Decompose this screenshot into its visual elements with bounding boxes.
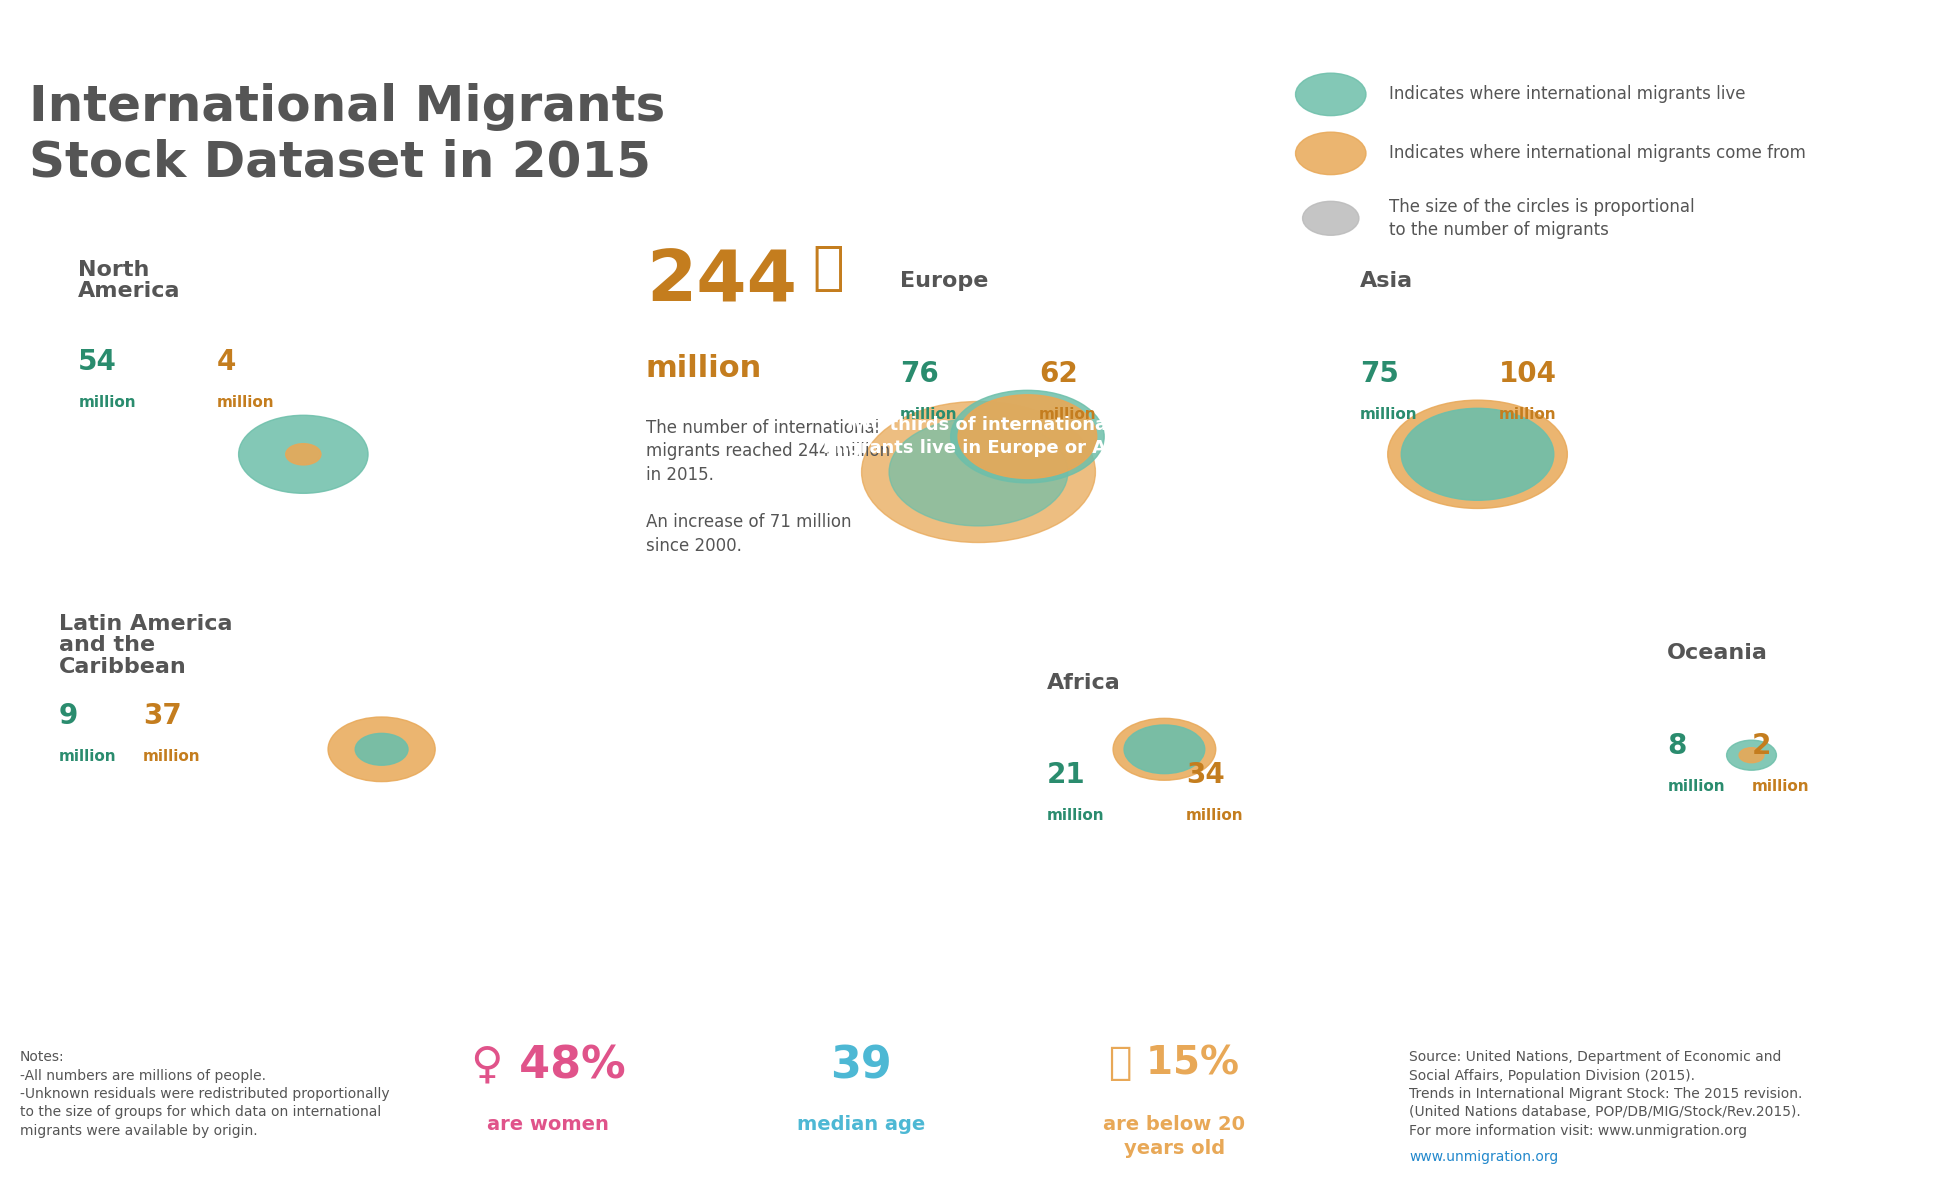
Text: The number of international
migrants reached 244 million
in 2015.: The number of international migrants rea… [646,419,890,484]
Text: ♀ 48%: ♀ 48% [470,1044,626,1087]
Circle shape [329,717,434,781]
Text: are women: are women [487,1115,609,1134]
Circle shape [1303,202,1358,235]
Text: million: million [1499,407,1556,422]
Text: North
America: North America [78,260,180,301]
Text: 8: 8 [1667,732,1687,760]
Circle shape [239,415,368,493]
Text: 2: 2 [1752,732,1771,760]
Text: Indicates where international migrants come from: Indicates where international migrants c… [1389,144,1806,163]
Text: Notes:
-All numbers are millions of people.
-Unknown residuals were redistribute: Notes: -All numbers are millions of peop… [20,1050,389,1138]
Text: 4: 4 [217,348,237,376]
Circle shape [888,418,1069,526]
Circle shape [1388,400,1568,509]
Text: 9: 9 [59,702,78,730]
Text: million: million [1039,407,1096,422]
Circle shape [1726,740,1777,771]
Text: 244: 244 [646,248,796,316]
Text: Two thirds of international
migrants live in Europe or Asia: Two thirds of international migrants liv… [822,415,1135,458]
Text: Asia: Asia [1360,271,1413,291]
Text: Africa: Africa [1047,673,1121,693]
Circle shape [1296,132,1366,175]
Text: Source: United Nations, Department of Economic and
Social Affairs, Population Di: Source: United Nations, Department of Ec… [1409,1050,1802,1138]
Text: An increase of 71 million
since 2000.: An increase of 71 million since 2000. [646,513,851,555]
Circle shape [1401,408,1554,500]
Text: 76: 76 [900,360,939,388]
Text: million: million [143,749,200,765]
Circle shape [1123,725,1206,774]
Text: are below 20
years old: are below 20 years old [1104,1115,1245,1158]
Text: 62: 62 [1039,360,1078,388]
Text: million: million [1752,779,1808,794]
Text: 🚶: 🚶 [812,242,843,294]
Circle shape [286,444,321,465]
Text: million: million [646,354,761,384]
Text: 75: 75 [1360,360,1399,388]
Text: 39: 39 [830,1044,892,1087]
Circle shape [861,401,1096,543]
Text: Europe: Europe [900,271,988,291]
Circle shape [356,733,409,766]
Text: International Migrants
Stock Dataset in 2015: International Migrants Stock Dataset in … [29,83,665,186]
Circle shape [951,391,1104,483]
Text: Oceania: Oceania [1667,643,1769,663]
Text: Latin America
and the
Caribbean: Latin America and the Caribbean [59,614,233,677]
Text: million: million [59,749,115,765]
Text: 104: 104 [1499,360,1558,388]
Text: million: million [1667,779,1724,794]
Text: million: million [1047,808,1104,824]
Text: million: million [217,395,274,411]
Text: million: million [1360,407,1417,422]
Text: million: million [900,407,957,422]
Text: Indicates where international migrants live: Indicates where international migrants l… [1389,85,1746,104]
Circle shape [959,395,1096,478]
Text: 34: 34 [1186,761,1225,789]
Text: median age: median age [796,1115,926,1134]
Text: 🚶 15%: 🚶 15% [1110,1044,1239,1082]
Text: 54: 54 [78,348,117,376]
Text: The size of the circles is proportional
to the number of migrants: The size of the circles is proportional … [1389,197,1695,240]
Text: 37: 37 [143,702,182,730]
Text: www.unmigration.org: www.unmigration.org [1409,1150,1558,1165]
Circle shape [1114,719,1215,780]
Circle shape [1296,73,1366,116]
Circle shape [1740,748,1763,762]
Text: 21: 21 [1047,761,1086,789]
Text: million: million [1186,808,1243,824]
Text: million: million [78,395,135,411]
